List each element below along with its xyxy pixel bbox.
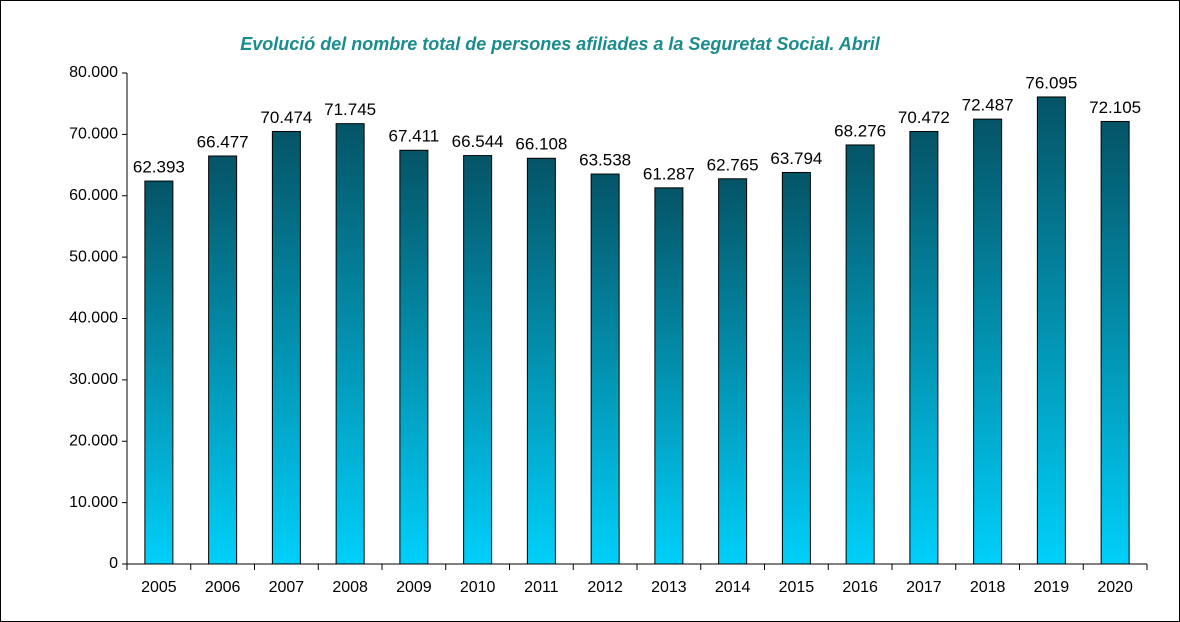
y-tick-label: 10.000: [69, 494, 118, 511]
y-tick-label: 80.000: [69, 64, 118, 81]
value-label: 72.487: [962, 96, 1014, 115]
y-tick-label: 20.000: [69, 432, 118, 449]
value-label: 76.095: [1025, 73, 1077, 92]
value-label: 72.105: [1089, 98, 1141, 117]
x-tick-label: 2011: [524, 579, 559, 596]
y-tick-label: 40.000: [69, 310, 118, 327]
value-label: 70.472: [898, 108, 950, 127]
bar: [1100, 120, 1130, 565]
x-tick-label: 2010: [460, 579, 496, 596]
x-tick-label: 2020: [1097, 579, 1133, 596]
x-tick-label: 2005: [141, 579, 177, 596]
x-tick-label: 2019: [1034, 579, 1070, 596]
x-tick-label: 2009: [396, 579, 432, 596]
bar: [781, 171, 811, 565]
bar: [845, 144, 875, 565]
value-label: 71.745: [324, 100, 376, 119]
y-tick-label: 30.000: [69, 371, 118, 388]
bar: [718, 178, 748, 565]
value-label: 67.411: [389, 127, 440, 146]
bar: [335, 123, 365, 565]
value-label: 62.765: [707, 155, 759, 174]
bar: [590, 173, 620, 565]
bar: [909, 130, 939, 565]
value-label: 66.108: [515, 135, 567, 154]
bar: [1036, 96, 1066, 565]
bar: [526, 157, 556, 565]
bar: [144, 180, 174, 565]
value-label: 63.794: [770, 149, 822, 168]
x-tick-label: 2014: [715, 579, 751, 596]
bar: [463, 155, 493, 565]
x-tick-label: 2012: [587, 579, 623, 596]
bar: [654, 187, 684, 565]
x-tick-label: 2007: [269, 579, 305, 596]
bar: [208, 155, 238, 565]
chart-title: Evolució del nombre total de persones af…: [240, 34, 881, 54]
bar: [399, 149, 429, 565]
x-tick-label: 2017: [906, 579, 942, 596]
bar: [973, 118, 1003, 565]
value-label: 61.287: [643, 164, 695, 183]
value-label: 70.474: [260, 108, 312, 127]
x-tick-label: 2006: [205, 579, 241, 596]
y-tick-label: 0: [109, 555, 118, 572]
value-label: 66.477: [197, 132, 249, 151]
bar: [271, 130, 301, 565]
x-tick-label: 2016: [842, 579, 878, 596]
value-label: 66.544: [452, 132, 504, 151]
x-tick-label: 2008: [332, 579, 368, 596]
x-tick-label: 2013: [651, 579, 687, 596]
x-tick-label: 2018: [970, 579, 1006, 596]
value-label: 63.538: [579, 151, 631, 170]
value-label: 62.393: [133, 158, 185, 177]
y-tick-label: 70.000: [69, 126, 118, 143]
y-tick-label: 60.000: [69, 187, 118, 204]
y-tick-label: 50.000: [69, 248, 118, 265]
value-label: 68.276: [834, 121, 886, 140]
x-tick-label: 2015: [779, 579, 815, 596]
